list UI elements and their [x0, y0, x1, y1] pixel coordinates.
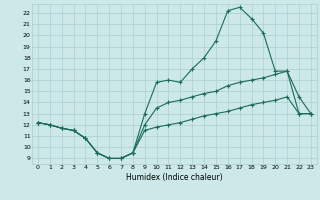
X-axis label: Humidex (Indice chaleur): Humidex (Indice chaleur) — [126, 173, 223, 182]
